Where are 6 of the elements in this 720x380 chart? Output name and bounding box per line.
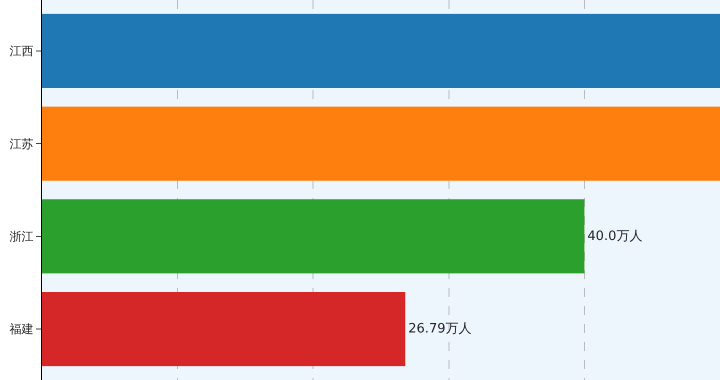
data-label: 26.79万人 [408,322,472,337]
y-tick-label: 浙江 [10,230,34,244]
y-tick-label: 福建 [10,322,34,336]
y-tick-label: 江西 [10,44,34,58]
data-label: 40.0万人 [587,228,642,244]
y-tick-label: 江苏 [10,136,34,151]
